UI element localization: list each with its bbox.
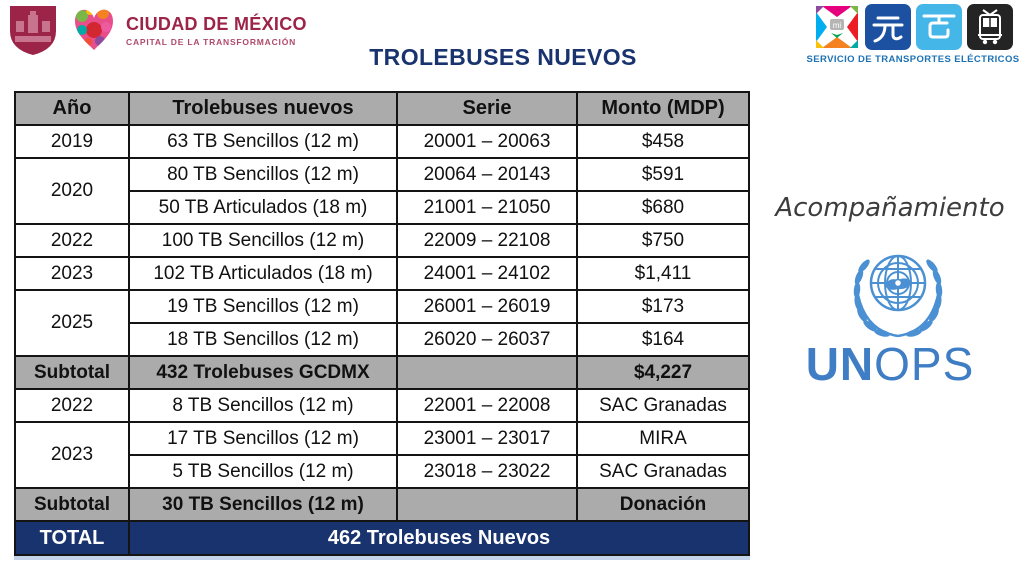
trolebuses-table: Año Trolebuses nuevos Serie Monto (MDP) 2019… (14, 91, 750, 556)
table-row-data: 2022 8 TB Sencillos (12 m) 22001 – 22008 SA… (14, 388, 750, 423)
table-cell: $458 (576, 124, 750, 159)
table-cell: 22001 – 22008 (396, 388, 578, 423)
table-cell: 20064 – 20143 (396, 157, 578, 192)
table-cell: 23001 – 23017 (396, 421, 578, 456)
table-cell: 462 Trolebuses Nuevos (128, 520, 750, 556)
table-cell: 21001 – 21050 (396, 190, 578, 225)
trolebus-icon (864, 4, 911, 50)
table-cell (396, 487, 578, 522)
table-cell: 17 TB Sencillos (12 m) (128, 421, 398, 456)
table-cell: 26020 – 26037 (396, 322, 578, 357)
column-header-cell: Monto (MDP) (576, 91, 750, 126)
table-cell: 22009 – 22108 (396, 223, 578, 258)
shield-icon (10, 6, 56, 55)
heart-icon (75, 9, 113, 51)
un-emblem (836, 243, 960, 348)
table-cell: $591 (576, 157, 750, 192)
table-cell: 26001 – 26019 (396, 289, 578, 324)
table-cell: SAC Granadas (576, 388, 750, 423)
table-row-header: Año Trolebuses nuevos Serie Monto (MDP) (14, 91, 750, 126)
column-header-cell: Trolebuses nuevos (128, 91, 398, 126)
table-row-data: 2025 19 TB Sencillos (12 m) 26001 – 26019 $… (14, 289, 750, 357)
table-cell: 18 TB Sencillos (12 m) (128, 322, 398, 357)
column-header-cell: Año (14, 91, 130, 126)
table-cell: 2025 (14, 289, 130, 357)
table-row-subtotal: Subtotal 432 Trolebuses GCDMX $4,227 (14, 355, 750, 390)
table-cell: TOTAL (14, 520, 130, 556)
unops-ops-text: OPS (874, 338, 975, 390)
table-cell: 8 TB Sencillos (12 m) (128, 388, 398, 423)
table-cell: MIRA (576, 421, 750, 456)
table-cell: 100 TB Sencillos (12 m) (128, 223, 398, 258)
ste-header-block: mi (806, 4, 1020, 65)
cdmx-brand: CIUDAD DE MÉXICO CAPITAL DE LA TRANSFORM… (126, 14, 307, 47)
table-cell: Subtotal (14, 487, 130, 522)
table-cell: $173 (576, 289, 750, 324)
accompaniment-label: Acompañamiento (775, 193, 1005, 223)
table-cell: 2019 (14, 124, 130, 159)
ste-caption: SERVICIO DE TRANSPORTES ELÉCTRICOS (806, 54, 1020, 65)
table-cell: 2022 (14, 223, 130, 258)
table-cell: $1,411 (576, 256, 750, 291)
table-cell (396, 355, 578, 390)
table-cell: 23018 – 23022 (396, 454, 578, 489)
svg-text:mi: mi (832, 21, 841, 30)
ste-logos: mi (806, 4, 1020, 50)
table-cell: 30 TB Sencillos (12 m) (128, 487, 398, 522)
table-row-data: 50 TB Articulados (18 m) 21001 – 21050 $68… (15, 190, 750, 225)
table-row-data: 2023 17 TB Sencillos (12 m) 23001 – 23017 M… (14, 421, 750, 489)
table-row-total: TOTAL 462 Trolebuses Nuevos (14, 520, 750, 556)
table-cell: 2023 (14, 256, 130, 291)
page-title: TROLEBUSES NUEVOS (369, 44, 637, 70)
table-cell: 2022 (14, 388, 130, 423)
table-cell: 2023 (14, 421, 130, 489)
un-globe-icon (851, 254, 945, 340)
table-cell: $750 (576, 223, 750, 258)
table-cell: 2020 (14, 157, 130, 225)
table-cell: Subtotal (14, 355, 130, 390)
table-cell: $164 (576, 322, 750, 357)
table-cell: $4,227 (576, 355, 750, 390)
table-row-data: 2019 63 TB Sencillos (12 m) 20001 – 20063 $… (14, 124, 750, 159)
table-row-data: 2020 80 TB Sencillos (12 m) 20064 – 20143 $… (14, 157, 750, 225)
table-cell: 19 TB Sencillos (12 m) (128, 289, 398, 324)
table-cell: 24001 – 24102 (396, 256, 578, 291)
table-cell: $680 (576, 190, 750, 225)
trolebuses-table-wrap: Año Trolebuses nuevos Serie Monto (MDP) 2019… (14, 91, 750, 556)
trolebuses-table-body: Año Trolebuses nuevos Serie Monto (MDP) 2019… (14, 91, 750, 556)
table-cell: 5 TB Sencillos (12 m) (128, 454, 398, 489)
table-row-data: 18 TB Sencillos (12 m) 26020 – 26037 $164 (15, 322, 750, 357)
cablebus-icon (915, 4, 962, 50)
column-header-cell: Serie (396, 91, 578, 126)
brand-name: CIUDAD DE MÉXICO (126, 14, 307, 34)
cdmx-shield-logo (6, 3, 60, 62)
brand-tagline: CAPITAL DE LA TRANSFORMACIÓN (126, 37, 297, 47)
table-cell: 80 TB Sencillos (12 m) (128, 157, 398, 192)
table-cell: SAC Granadas (576, 454, 750, 489)
table-cell: 63 TB Sencillos (12 m) (128, 124, 398, 159)
table-cell: 432 Trolebuses GCDMX (128, 355, 398, 390)
corazon-de-mexico-logo (70, 2, 118, 63)
unops-logo: UNOPS (760, 341, 1020, 387)
table-cell: 102 TB Articulados (18 m) (128, 256, 398, 291)
table-row-data: 2022 100 TB Sencillos (12 m) 22009 – 22108… (14, 223, 750, 258)
table-row-data: 2023 102 TB Articulados (18 m) 24001 – 241… (14, 256, 750, 291)
table-row-subtotal: Subtotal 30 TB Sencillos (12 m) Donación (14, 487, 750, 522)
table-cell: 50 TB Articulados (18 m) (128, 190, 398, 225)
tren-ligero-icon (966, 4, 1013, 50)
table-cell: 20001 – 20063 (396, 124, 578, 159)
unops-un-text: UN (805, 338, 875, 390)
table-cell: Donación (576, 487, 750, 522)
movilidad-integrada-icon: mi (813, 4, 860, 50)
table-row-data: 5 TB Sencillos (12 m) 23018 – 23022 SAC Gr… (15, 454, 750, 489)
